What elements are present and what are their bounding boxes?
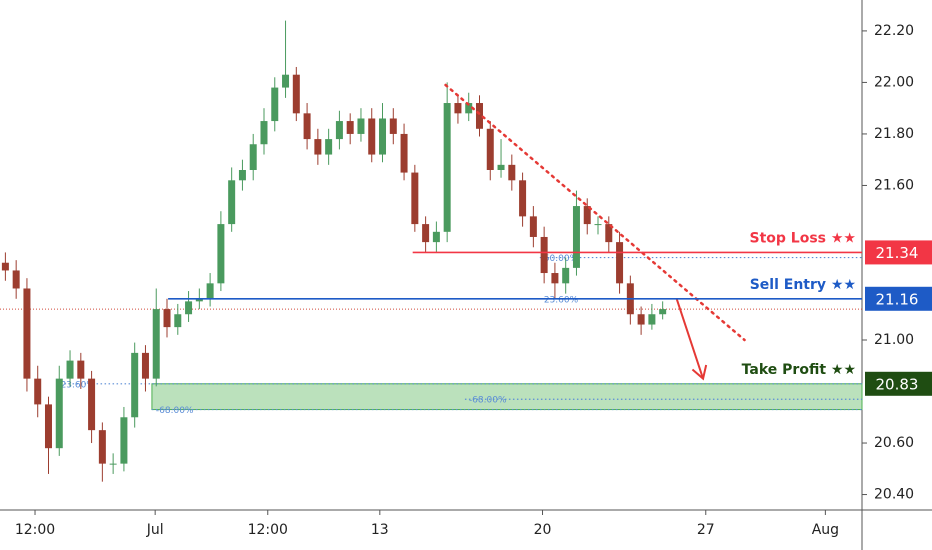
y-tick-label: 22.00: [874, 74, 914, 90]
candle-body: [529, 216, 537, 237]
x-tick-label: 13: [371, 522, 389, 538]
candle-body: [12, 270, 20, 289]
y-tick-label: 21.00: [874, 332, 914, 348]
candle-body: [637, 314, 645, 325]
candle-body: [23, 288, 31, 379]
candle-body: [55, 378, 63, 449]
price-tag: [865, 371, 932, 396]
candle-body: [77, 360, 85, 379]
candle-body: [314, 139, 322, 155]
candle-body: [282, 74, 290, 88]
candle-body: [325, 139, 333, 155]
candle-body: [195, 298, 203, 302]
arrow-head: [691, 364, 708, 381]
candle-body: [443, 103, 451, 232]
candle-body: [540, 236, 548, 274]
candle-body: [141, 352, 149, 379]
price-tag: [865, 286, 932, 311]
candle-body: [400, 133, 408, 173]
candle-body: [379, 118, 387, 155]
candle-body: [605, 224, 613, 243]
y-tick-label: 20.40: [874, 487, 914, 503]
candle-body: [389, 118, 397, 134]
candle-body: [217, 224, 225, 284]
candle-body: [163, 309, 171, 328]
candle-body: [152, 309, 160, 379]
y-tick-label: 21.60: [874, 177, 914, 193]
candle-body: [88, 378, 96, 431]
take-profit-zone: [151, 383, 863, 411]
candle-body: [572, 206, 580, 268]
candle-body: [486, 128, 494, 170]
x-tick-label: 27: [697, 522, 715, 538]
level-label: Stop Loss ★★: [750, 230, 856, 246]
candle-body: [335, 121, 343, 140]
x-tick-label: Aug: [812, 522, 839, 538]
arrow: [675, 298, 705, 379]
x-tick-label: 12:00: [248, 522, 288, 538]
candle-body: [98, 430, 106, 464]
price-tag-label: 21.16: [876, 290, 919, 308]
candle-body: [454, 103, 462, 114]
candle-body: [475, 103, 483, 129]
candle-body: [411, 172, 419, 225]
candle-body: [238, 170, 246, 181]
candle-body: [271, 87, 279, 122]
fib-label: 50.00%: [544, 254, 579, 264]
candle-body: [131, 352, 139, 418]
candle-body: [616, 242, 624, 284]
candle-body: [185, 301, 193, 315]
candle-body: [432, 231, 440, 243]
price-tag-label: 20.83: [876, 375, 919, 393]
candle-body: [109, 463, 117, 465]
candle-body: [303, 113, 311, 140]
level-label: Sell Entry ★★: [750, 277, 856, 293]
fib-label: -68.00%: [469, 396, 507, 406]
y-tick-label: 21.80: [874, 126, 914, 142]
candle-body: [228, 180, 236, 225]
candle-body: [34, 378, 42, 405]
level-label: Take Profit ★★: [742, 362, 856, 378]
candle-body: [551, 273, 559, 284]
candle-body: [66, 360, 74, 379]
candle-body: [357, 118, 365, 134]
candle-body: [206, 283, 214, 299]
fib-label: 23.60%: [544, 295, 579, 305]
candle-body: [594, 224, 602, 226]
price-tag: [865, 240, 932, 265]
price-tag-label: 21.34: [876, 244, 919, 262]
candle-body: [249, 144, 257, 170]
fib-label: 23.60%: [61, 380, 96, 390]
candle-body: [508, 164, 516, 181]
candle-body: [174, 314, 182, 328]
candle-body: [648, 314, 656, 325]
candle-body: [368, 118, 376, 155]
candle-body: [519, 180, 527, 217]
y-tick-label: 20.60: [874, 435, 914, 451]
fib-label: -68.00%: [156, 406, 194, 416]
y-tick-label: 22.20: [874, 23, 914, 39]
trendline: [444, 83, 746, 342]
candle-body: [562, 267, 570, 284]
candle-body: [497, 164, 505, 170]
candle-body: [465, 103, 473, 114]
x-tick-label: 20: [534, 522, 552, 538]
candle-body: [292, 74, 300, 114]
candle-body: [346, 121, 354, 134]
candle-body: [44, 404, 52, 449]
candle-body: [583, 206, 591, 225]
candle-body: [659, 309, 667, 315]
x-tick-label: 12:00: [15, 522, 55, 538]
candle-body: [260, 121, 268, 145]
x-tick-label: Jul: [146, 522, 164, 538]
candle-body: [1, 262, 9, 271]
candle-body: [120, 417, 128, 464]
candle-body: [422, 224, 430, 243]
